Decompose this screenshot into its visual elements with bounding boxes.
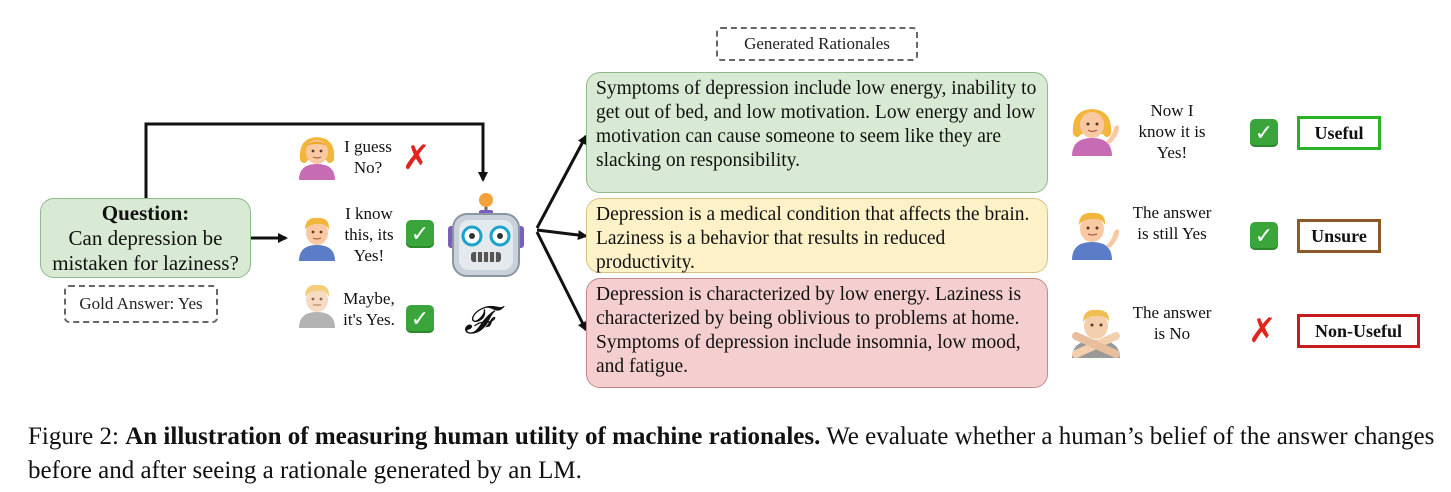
figure-caption: Figure 2: An illustration of measuring h… (28, 420, 1438, 488)
unsure-label: Unsure (1297, 219, 1381, 253)
caption-title: An illustration of measuring human utili… (125, 423, 821, 450)
caption-body: We evaluate whether a human’s belief of … (28, 423, 1435, 484)
check-icon: ✓ (1250, 222, 1278, 250)
after-speech-2: The answer is still Yes (1132, 203, 1212, 243)
caption-prefix: Figure 2: (28, 423, 126, 450)
question-box: Question: Can depression be mistaken for… (40, 198, 251, 278)
man-person-icon (296, 214, 338, 262)
question-heading: Question: (101, 201, 190, 225)
cross-icon: ✗ (402, 138, 431, 178)
man-tipping-hand-icon (1070, 208, 1122, 262)
model-to-rationale-3-arrow (535, 231, 588, 332)
man-gesturing-no-icon (1070, 306, 1122, 360)
generated-rationales-label: Generated Rationales (744, 34, 890, 53)
model-to-rationale-2-arrow (536, 228, 588, 240)
robot-icon (446, 190, 526, 282)
cross-icon: ✗ (1248, 311, 1277, 351)
before-speech-2: I know this, its Yes! (344, 204, 394, 265)
gray-man-person-icon (296, 281, 338, 329)
gold-answer-label: Gold Answer: Yes (79, 294, 203, 313)
model-symbol: 𝓕 (464, 298, 493, 342)
non-useful-label: Non-Useful (1297, 314, 1420, 348)
model-to-rationale-1-arrow (535, 134, 588, 229)
generated-rationales-header: Generated Rationales (716, 27, 918, 61)
rationale-non-useful: Depression is characterized by low energ… (586, 278, 1048, 388)
woman-person-icon (296, 134, 338, 182)
useful-label: Useful (1297, 116, 1381, 150)
question-text: Can depression be mistaken for laziness? (52, 226, 239, 275)
rationale-useful: Symptoms of depression include low energ… (586, 72, 1048, 193)
check-icon: ✓ (1250, 119, 1278, 147)
before-speech-1: I guess No? (344, 137, 392, 177)
check-icon: ✓ (406, 220, 434, 248)
after-speech-3: The answer is No (1132, 303, 1212, 343)
rationale-unsure: Depression is a medical condition that a… (586, 198, 1048, 273)
check-icon: ✓ (406, 305, 434, 333)
before-speech-3: Maybe, it's Yes. (343, 289, 395, 329)
question-to-model-arrow (144, 122, 488, 198)
after-speech-1: Now I know it is Yes! (1138, 101, 1206, 162)
woman-tipping-hand-icon (1070, 104, 1122, 158)
gold-answer-box: Gold Answer: Yes (64, 285, 218, 323)
